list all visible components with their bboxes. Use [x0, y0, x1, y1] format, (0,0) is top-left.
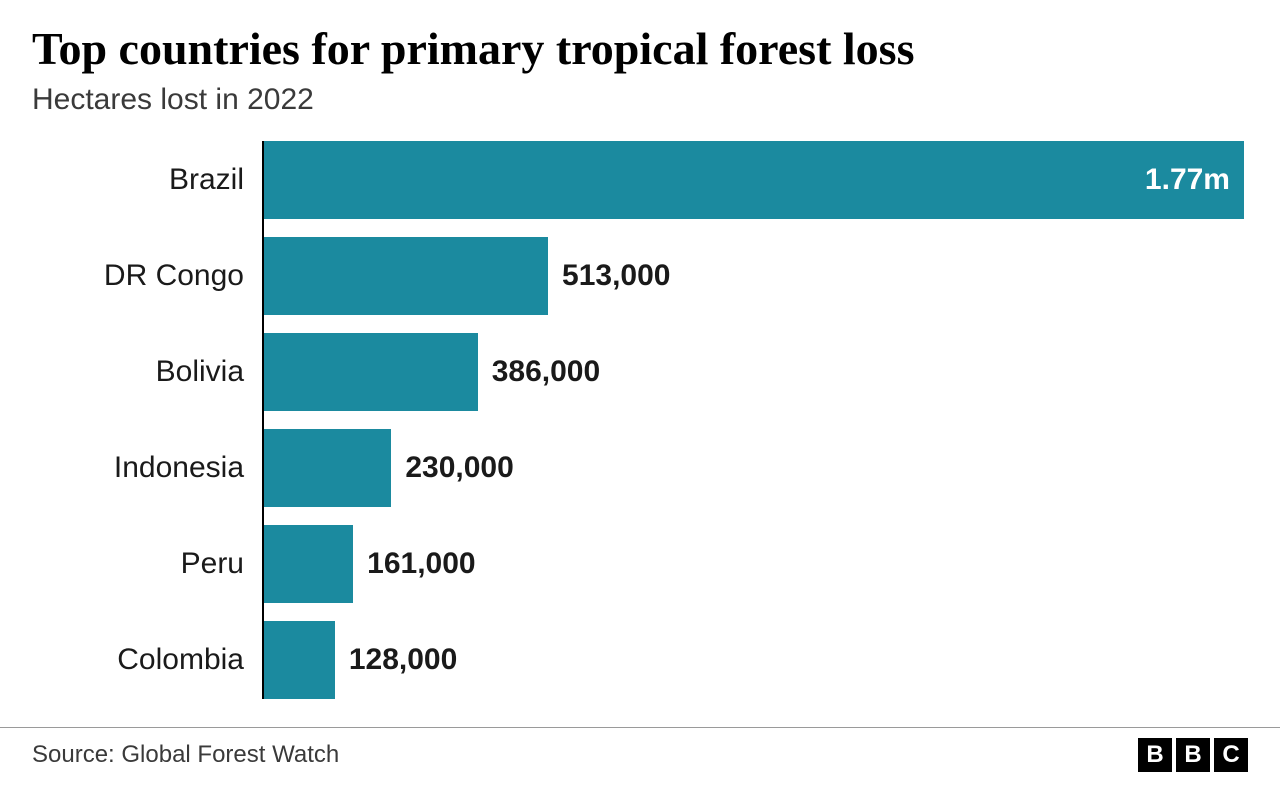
category-label: Peru [32, 547, 262, 581]
source-label: Source: Global Forest Watch [32, 741, 339, 769]
bar [264, 237, 548, 315]
bar-row: Colombia 128,000 [32, 621, 1248, 699]
bar-wrap: 1.77m [262, 141, 1248, 219]
value-label: 161,000 [367, 547, 475, 581]
value-label: 513,000 [562, 259, 670, 293]
bar-wrap: 513,000 [262, 237, 1248, 315]
bar-row: Bolivia 386,000 [32, 333, 1248, 411]
bar-row: DR Congo 513,000 [32, 237, 1248, 315]
value-label: 128,000 [349, 643, 457, 677]
logo-letter: C [1214, 738, 1248, 772]
value-label: 230,000 [405, 451, 513, 485]
chart-container: Top countries for primary tropical fores… [0, 0, 1280, 800]
bar-wrap: 386,000 [262, 333, 1248, 411]
logo-letter: B [1176, 738, 1210, 772]
chart-footer: Source: Global Forest Watch BBC [0, 727, 1280, 772]
category-label: Indonesia [32, 451, 262, 485]
bar [264, 621, 335, 699]
value-label: 386,000 [492, 355, 600, 389]
value-label: 1.77m [1145, 163, 1230, 197]
bar-wrap: 161,000 [262, 525, 1248, 603]
chart-subtitle: Hectares lost in 2022 [32, 83, 1248, 117]
bar-row: Indonesia 230,000 [32, 429, 1248, 507]
bar-row: Brazil 1.77m [32, 141, 1248, 219]
category-label: Colombia [32, 643, 262, 677]
logo-letter: B [1138, 738, 1172, 772]
bar: 1.77m [264, 141, 1244, 219]
chart-title: Top countries for primary tropical fores… [32, 24, 1248, 75]
bar-wrap: 128,000 [262, 621, 1248, 699]
bar-wrap: 230,000 [262, 429, 1248, 507]
bars-group: Brazil 1.77m DR Congo 513,000 Bolivia 386,000… [32, 141, 1248, 699]
bar [264, 429, 391, 507]
category-label: DR Congo [32, 259, 262, 293]
bbc-logo: BBC [1138, 738, 1248, 772]
bar [264, 525, 353, 603]
chart-plot-area: Brazil 1.77m DR Congo 513,000 Bolivia 386,000… [32, 141, 1248, 699]
category-label: Brazil [32, 163, 262, 197]
bar-row: Peru 161,000 [32, 525, 1248, 603]
bar [264, 333, 478, 411]
category-label: Bolivia [32, 355, 262, 389]
